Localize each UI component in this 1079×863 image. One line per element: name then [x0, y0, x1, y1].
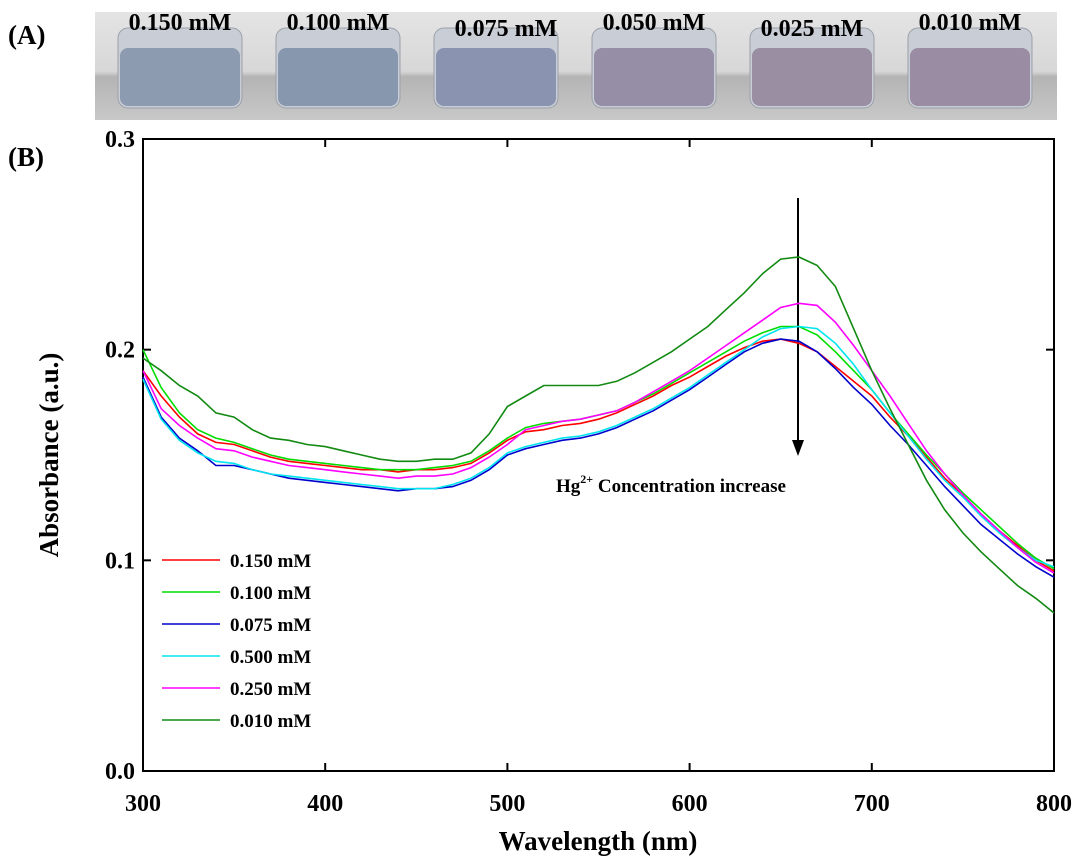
y-tick-label: 0.3	[105, 127, 135, 153]
x-tick-label: 800	[1036, 791, 1072, 817]
vial-label: 0.010 mM	[919, 10, 1022, 36]
series-line	[142, 338, 1055, 578]
vial-liquid	[120, 48, 240, 106]
legend-label: 0.150 mM	[230, 551, 311, 572]
x-tick-label: 600	[672, 791, 708, 817]
vial-label: 0.150 mM	[129, 10, 232, 36]
plot-frame	[142, 138, 1055, 772]
annotation-sup: 2+	[580, 472, 593, 486]
y-tick-label: 0.1	[105, 548, 135, 574]
vial-liquid	[910, 48, 1030, 106]
x-tick-label: 300	[125, 791, 161, 817]
legend-label: 0.100 mM	[230, 583, 311, 604]
legend-label: 0.075 mM	[230, 615, 311, 636]
vial-liquid	[278, 48, 398, 106]
legend-label: 0.500 mM	[230, 647, 311, 668]
photo	[95, 12, 1057, 120]
y-tick-label: 0.0	[105, 759, 135, 785]
vial-label: 0.100 mM	[287, 10, 390, 36]
vial-liquid	[436, 48, 556, 106]
x-tick-label: 500	[489, 791, 525, 817]
panel-label: (B)	[8, 142, 44, 172]
series-line	[142, 302, 1055, 574]
series-line	[142, 325, 1055, 568]
vials: 0.150 mM 0.100 mM 0.075 mM 0.050 mM 0.025 mM…	[117, 10, 1033, 109]
vial-liquid	[752, 48, 872, 106]
vial-label: 0.050 mM	[603, 10, 706, 36]
x-tick-label: 700	[854, 791, 890, 817]
vial-label: 0.025 mM	[761, 16, 864, 42]
legend-label: 0.010 mM	[230, 711, 311, 732]
legend-label: 0.250 mM	[230, 679, 311, 700]
panel-label: (A)	[8, 20, 45, 50]
x-tick-label: 400	[307, 791, 343, 817]
y-axis-label: Absorbance (a.u.)	[34, 353, 64, 558]
series-line	[142, 256, 1055, 614]
annotation-text: Hg	[556, 476, 581, 497]
vial-label: 0.075 mM	[455, 16, 558, 42]
series-line	[142, 338, 1055, 572]
x-axis-label: Wavelength (nm)	[499, 826, 698, 856]
arrow-head	[792, 440, 804, 456]
annotation: Hg2+ Concentration increase	[556, 472, 786, 497]
vial-liquid	[594, 48, 714, 106]
y-tick-label: 0.2	[105, 338, 135, 364]
annotation-rest: Concentration increase	[593, 476, 786, 497]
